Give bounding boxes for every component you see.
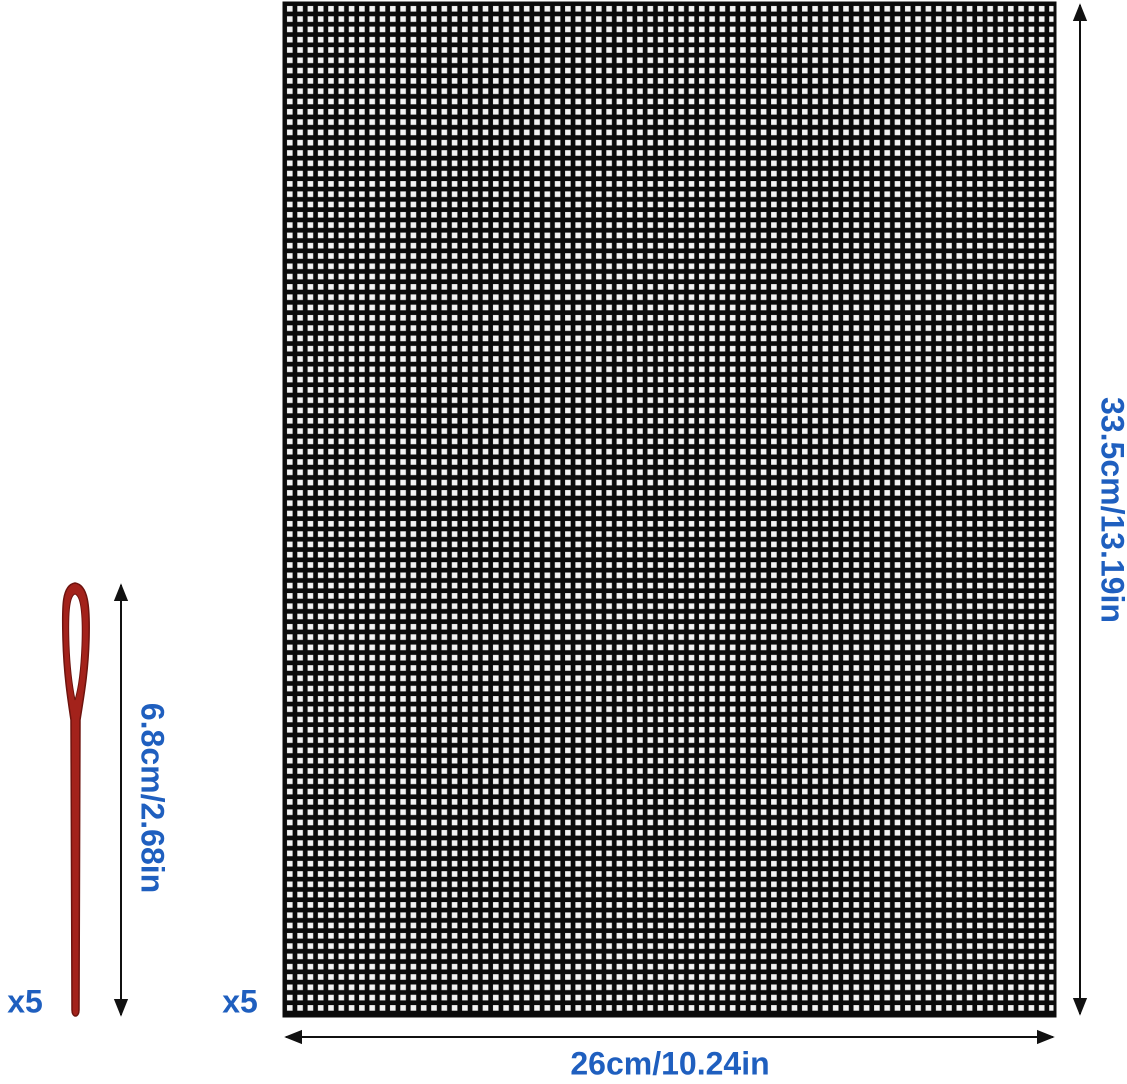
sheet-height-label: 33.5cm/13.19in <box>1095 397 1127 623</box>
needle-quantity: x5 <box>7 983 43 1019</box>
sheet-quantity: x5 <box>222 983 258 1019</box>
mesh-sheet <box>282 1 1057 1018</box>
needle-eye <box>68 593 83 701</box>
needle <box>61 582 90 1017</box>
sheet-width-label: 26cm/10.24in <box>570 1045 769 1081</box>
needle-length-label: 6.8cm/2.68in <box>135 703 171 893</box>
